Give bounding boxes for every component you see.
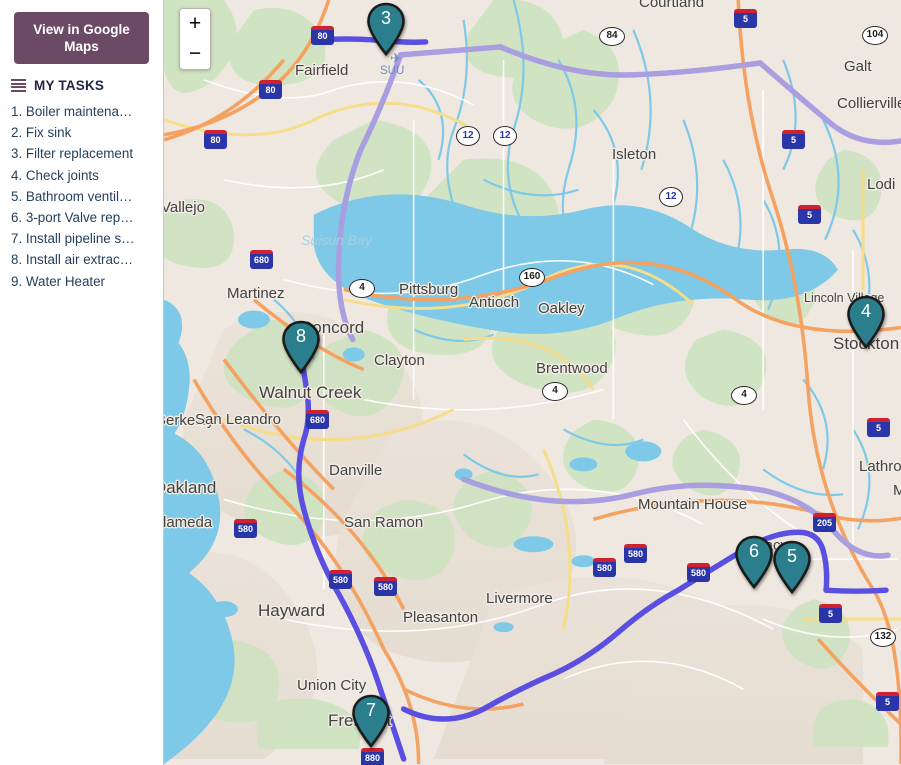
map-label: Manteca — [893, 482, 901, 499]
map-pin-icon — [847, 295, 885, 349]
map-label-layer: Fairfield SUU Isleton Courtland Galt Collierv… — [164, 0, 901, 765]
map-label: San Leandro — [195, 411, 281, 428]
highway-shield-icon: 5 — [734, 9, 757, 28]
map-label: Walnut Creek — [259, 383, 362, 402]
my-tasks-header: MY TASKS — [11, 78, 163, 93]
map-label: Fairfield — [295, 62, 349, 79]
map-label: Antioch — [469, 294, 520, 311]
map-label: Oakley — [538, 300, 585, 317]
highway-shield-icon: 12 — [493, 126, 517, 146]
zoom-in-button[interactable]: + — [180, 9, 210, 39]
map-marker-8[interactable]: 8 — [281, 320, 321, 374]
highway-shield-icon: 580 — [687, 563, 710, 582]
highway-shield-icon: 680 — [250, 250, 273, 269]
highway-shield-icon: 680 — [306, 410, 329, 429]
task-item[interactable]: 9. Water Heater — [11, 273, 106, 289]
highway-shield-icon: 12 — [659, 187, 683, 207]
highway-shield-icon: 12 — [456, 126, 480, 146]
map-label: Courtland — [639, 0, 705, 11]
highway-shield-icon: 580 — [593, 558, 616, 577]
map-label: Hayward — [258, 601, 326, 620]
map-label: Vallejo — [163, 199, 205, 216]
map-label: Oakland — [164, 478, 217, 497]
map-label: Danville — [329, 462, 383, 479]
map-label: Pleasanton — [403, 609, 479, 626]
list-icon — [11, 79, 26, 92]
map-label: Mountain House — [638, 496, 748, 513]
highway-shield-icon: 5 — [798, 205, 821, 224]
map-label: Berkeley — [164, 412, 215, 429]
highway-shield-icon: 5 — [876, 692, 899, 711]
map-marker-4[interactable]: 4 — [846, 295, 886, 349]
task-item[interactable]: 3. Filter replacement — [11, 146, 134, 162]
map-pin-icon — [773, 540, 811, 594]
highway-shield-icon: 84 — [599, 27, 625, 46]
map-label: Union City — [297, 677, 367, 694]
highway-shield-icon: 132 — [870, 628, 896, 647]
highway-shield-icon: 205 — [813, 513, 836, 532]
map-pin-icon — [352, 694, 390, 748]
highway-shield-icon: 580 — [329, 570, 352, 589]
map-label: Pittsburg — [399, 281, 459, 298]
zoom-out-button[interactable]: − — [180, 39, 210, 69]
map-label: Clayton — [374, 352, 425, 369]
map-label: San Ramon — [344, 514, 424, 531]
map-label: Galt — [844, 58, 872, 75]
view-in-google-maps-button[interactable]: View in Google Maps — [14, 12, 149, 64]
highway-shield-icon: 160 — [519, 268, 545, 287]
highway-shield-icon: 4 — [731, 386, 757, 405]
map-label: Martinez — [227, 285, 285, 302]
highway-shield-icon: 80 — [259, 80, 282, 99]
airport-icon: ✈ — [390, 50, 402, 66]
highway-shield-icon: 4 — [542, 382, 568, 401]
map-label: SUU — [380, 65, 405, 77]
map-marker-6[interactable]: 6 — [734, 535, 774, 589]
highway-shield-icon: 5 — [819, 604, 842, 623]
map-pin-icon — [367, 2, 405, 56]
map-label: Collierville — [837, 95, 901, 112]
highway-shield-icon: 80 — [311, 26, 334, 45]
task-item[interactable]: 2. Fix sink — [11, 125, 72, 141]
task-list: 1. Boiler maintena… 2. Fix sink 3. Filter … — [0, 101, 163, 292]
map-pin-icon — [282, 320, 320, 374]
map-marker-3[interactable]: 3 — [366, 2, 406, 56]
highway-shield-icon: 4 — [349, 279, 375, 298]
map-label: Alameda — [163, 514, 213, 531]
highway-shield-icon: 104 — [862, 26, 888, 45]
task-item[interactable]: 4. Check joints — [11, 167, 99, 183]
highway-shield-icon: 880 — [361, 748, 384, 765]
highway-shield-layer: 80 80 80 680 680 580 580 580 580 580 580 880 205 5 5 5 5… — [164, 0, 901, 765]
task-item[interactable]: 6. 3-port Valve rep… — [11, 210, 134, 226]
map-pin-icon — [735, 535, 773, 589]
task-item[interactable]: 5. Bathroom ventil… — [11, 188, 133, 204]
task-item[interactable]: 1. Boiler maintena… — [11, 104, 133, 119]
map-marker-7[interactable]: 7 — [351, 694, 391, 748]
highway-shield-icon: 580 — [374, 577, 397, 596]
highway-shield-icon: 580 — [234, 519, 257, 538]
map-label: Brentwood — [536, 360, 608, 377]
highway-shield-icon: 5 — [867, 418, 890, 437]
map-label: Lodi — [867, 176, 896, 193]
map-container[interactable]: 80 80 80 680 680 580 580 580 580 580 580 880 205 5 5 5 5… — [163, 0, 901, 765]
sidebar: View in Google Maps MY TASKS 1. Boiler m… — [0, 0, 163, 765]
map-label: Lathrop — [859, 458, 901, 475]
my-tasks-title: MY TASKS — [34, 78, 105, 93]
map-label: Suisun Bay — [301, 232, 372, 248]
highway-shield-icon: 580 — [624, 544, 647, 563]
highway-shield-icon: 5 — [782, 130, 805, 149]
task-item[interactable]: 8. Install air extrac… — [11, 252, 134, 268]
zoom-control[interactable]: + − — [179, 8, 211, 70]
highway-shield-icon: 80 — [204, 130, 227, 149]
map-marker-5[interactable]: 5 — [772, 540, 812, 594]
map-label: Isleton — [612, 146, 657, 163]
task-item[interactable]: 7. Install pipeline s… — [11, 231, 135, 247]
map-label: Livermore — [486, 590, 553, 607]
